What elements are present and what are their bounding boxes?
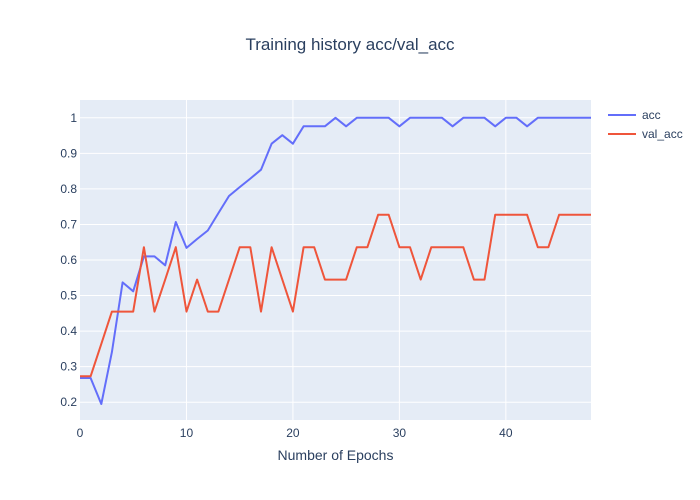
x-tick-label: 40 xyxy=(499,426,513,440)
legend-item-acc[interactable]: acc xyxy=(608,108,661,122)
y-axis-ticks: 0.2 0.3 0.4 0.5 0.6 0.7 0.8 0.9 1 xyxy=(60,111,77,409)
gridlines xyxy=(80,100,591,420)
x-axis-ticks: 0 10 20 30 40 xyxy=(77,426,513,440)
y-tick-label: 0.5 xyxy=(60,289,77,303)
x-tick-label: 30 xyxy=(393,426,407,440)
series-line-val-acc xyxy=(80,213,591,378)
legend-label: acc xyxy=(642,108,661,122)
y-tick-label: 0.8 xyxy=(60,182,77,196)
legend-item-val-acc[interactable]: val_acc xyxy=(608,127,683,141)
x-tick-label: 10 xyxy=(180,426,194,440)
legend-label: val_acc xyxy=(642,127,683,141)
y-tick-label: 1 xyxy=(70,111,77,125)
x-tick-label: 20 xyxy=(286,426,300,440)
series-line-acc xyxy=(80,116,591,405)
legend[interactable]: acc val_acc xyxy=(608,108,683,141)
x-axis-title: Number of Epochs xyxy=(278,447,394,463)
y-tick-label: 0.7 xyxy=(60,217,77,231)
chart-title: Training history acc/val_acc xyxy=(245,35,455,54)
y-tick-label: 0.6 xyxy=(60,253,77,267)
x-tick-label: 0 xyxy=(77,426,84,440)
series-lines xyxy=(80,116,591,405)
y-tick-label: 0.9 xyxy=(60,146,77,160)
y-tick-label: 0.4 xyxy=(60,324,77,338)
y-tick-label: 0.3 xyxy=(60,360,77,374)
y-tick-label: 0.2 xyxy=(60,395,77,409)
